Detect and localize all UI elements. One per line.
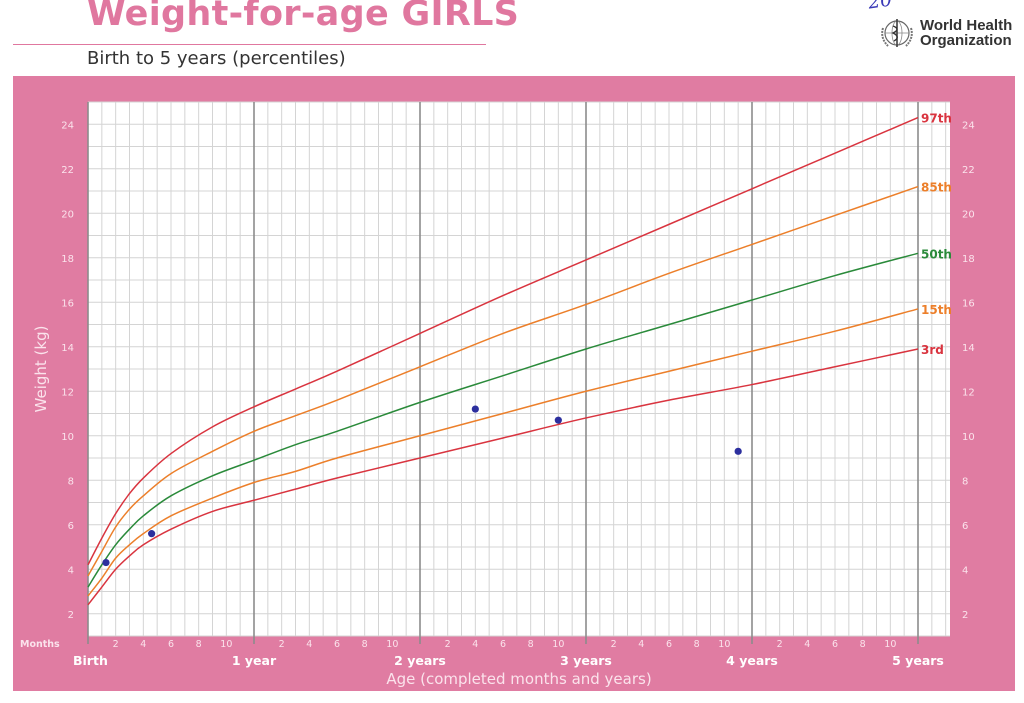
data-point	[734, 447, 742, 455]
month-tick-label: 6	[334, 639, 340, 650]
y-tick-label-left: 24	[61, 120, 74, 131]
month-tick-label: 6	[168, 639, 174, 650]
data-point	[554, 416, 562, 424]
who-name-line1: World Health	[920, 17, 1013, 34]
y-tick-label-right: 10	[962, 432, 975, 443]
month-tick-label: 4	[472, 639, 478, 650]
y-tick-label-left: 4	[68, 565, 74, 576]
month-tick-label: 10	[386, 639, 398, 650]
who-wordmark: World Health Organization	[920, 18, 1012, 48]
x-axis-label: Age (completed months and years)	[386, 670, 651, 688]
month-tick-label: 8	[196, 639, 202, 650]
y-tick-label-left: 20	[61, 209, 74, 220]
month-tick-label: 10	[884, 639, 896, 650]
months-label: Months	[20, 639, 60, 650]
y-tick-label-left: 22	[61, 165, 74, 176]
percentile-label-15th: 15th	[921, 303, 952, 317]
percentile-curve-97th	[87, 116, 919, 566]
year-label: 3 years	[560, 653, 612, 668]
y-tick-label-left: 2	[68, 610, 74, 621]
month-tick-label: 4	[638, 639, 644, 650]
y-axis-label: Weight (kg)	[32, 326, 50, 413]
y-tick-label-left: 16	[61, 298, 74, 309]
month-tick-label: 6	[666, 639, 672, 650]
y-tick-label-right: 8	[962, 476, 968, 487]
percentile-label-50th: 50th	[921, 247, 952, 261]
y-tick-label-right: 24	[962, 120, 975, 131]
y-tick-label-left: 14	[61, 343, 74, 354]
percentile-curve-85th	[87, 185, 919, 577]
month-tick-label: 2	[611, 639, 617, 650]
who-logo: World Health Organization	[878, 14, 1012, 52]
month-tick-label: 2	[279, 639, 285, 650]
y-tick-label-left: 10	[61, 432, 74, 443]
month-tick-label: 2	[445, 639, 451, 650]
data-point	[102, 558, 110, 567]
y-tick-label-left: 12	[61, 387, 74, 398]
month-tick-label: 8	[362, 639, 368, 650]
month-tick-label: 6	[500, 639, 506, 650]
month-tick-label: 6	[832, 639, 838, 650]
percentile-curve-3rd	[87, 348, 919, 606]
month-tick-label: 8	[528, 639, 534, 650]
year-label: 1 year	[232, 653, 277, 668]
month-tick-label: 10	[552, 639, 564, 650]
y-tick-label-right: 16	[962, 298, 975, 309]
month-tick-label: 4	[306, 639, 312, 650]
year-label: Birth	[73, 653, 108, 668]
title-divider	[13, 44, 486, 45]
data-point	[148, 530, 156, 538]
y-tick-label-right: 20	[962, 209, 975, 220]
percentile-label-85th: 85th	[921, 181, 952, 195]
y-tick-label-right: 6	[962, 521, 968, 532]
year-label: 5 years	[892, 653, 944, 668]
month-tick-label: 10	[220, 639, 232, 650]
percentile-label-97th: 97th	[921, 112, 952, 126]
y-tick-label-right: 2	[962, 610, 968, 621]
chart-subtitle: Birth to 5 years (percentiles)	[87, 48, 346, 69]
y-tick-label-right: 22	[962, 165, 975, 176]
year-label: 2 years	[394, 653, 446, 668]
month-tick-label: 2	[777, 639, 783, 650]
who-emblem-icon	[881, 19, 913, 47]
y-tick-label-left: 18	[61, 254, 74, 265]
month-tick-label: 8	[860, 639, 866, 650]
year-label: 4 years	[726, 653, 778, 668]
y-tick-label-right: 14	[962, 343, 975, 354]
month-tick-label: 8	[694, 639, 700, 650]
who-name-line2: Organization	[920, 32, 1012, 49]
month-tick-label: 10	[718, 639, 730, 650]
y-tick-label-right: 12	[962, 387, 975, 398]
y-tick-label-left: 6	[68, 521, 74, 532]
month-tick-label: 2	[113, 639, 119, 650]
percentile-label-3rd: 3rd	[921, 343, 944, 357]
percentile-curve-15th	[87, 308, 919, 597]
month-tick-label: 4	[804, 639, 810, 650]
y-tick-label-left: 8	[68, 476, 74, 487]
data-point	[471, 405, 479, 413]
percentile-curve-50th	[87, 252, 919, 588]
y-tick-label-right: 18	[962, 254, 975, 265]
y-tick-label-right: 4	[962, 565, 968, 576]
month-tick-label: 4	[140, 639, 146, 650]
chart-title: Weight-for-age GIRLS	[87, 0, 520, 34]
